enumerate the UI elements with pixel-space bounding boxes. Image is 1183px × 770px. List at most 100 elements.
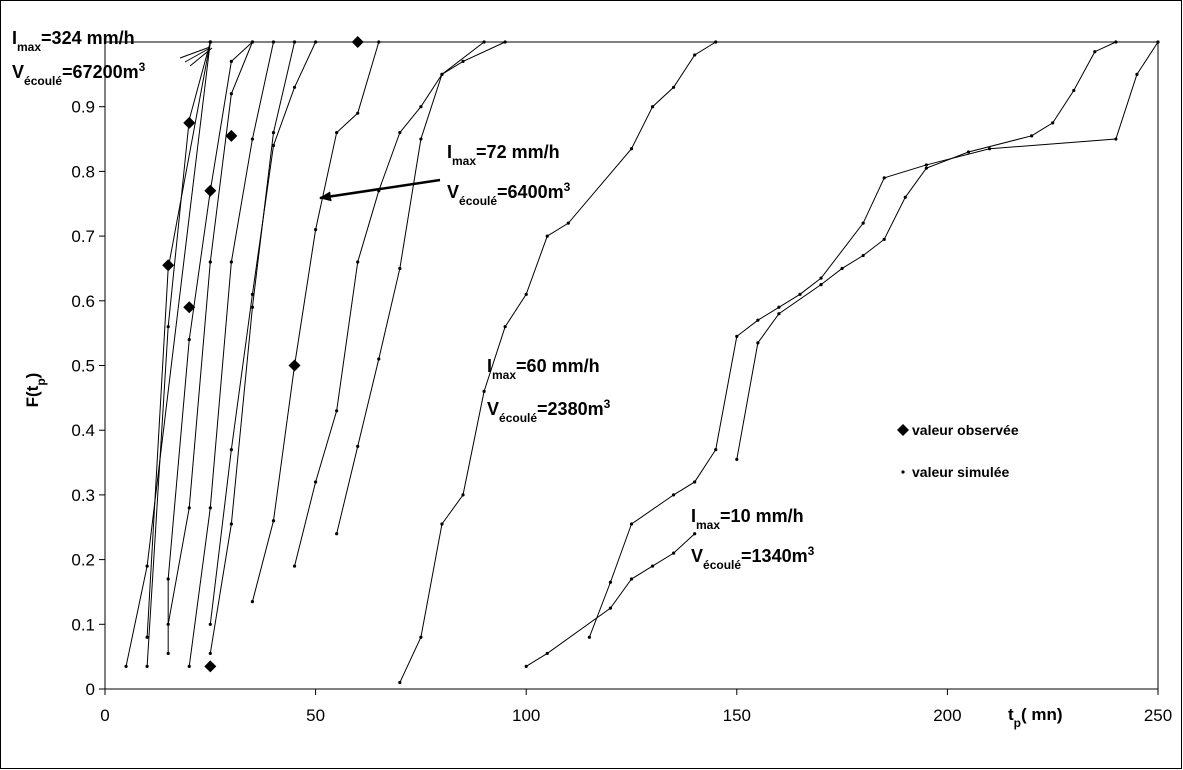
x-tick-label: 250: [1144, 706, 1172, 725]
sim-point: [693, 53, 697, 57]
sim-point: [187, 664, 191, 668]
rich-text: Imax=324 mm/h: [12, 28, 135, 54]
sim-point: [672, 551, 676, 555]
text-part: =72 mm/h: [476, 142, 560, 162]
sim-point: [608, 606, 613, 610]
sim-point: [650, 564, 655, 568]
text-part: max: [492, 368, 516, 382]
sim-point: [819, 283, 823, 287]
sim-point: [250, 40, 255, 44]
y-tick-label: 0.5: [71, 357, 95, 376]
sim-point: [398, 130, 402, 135]
text-part: =67200m: [62, 62, 139, 82]
rich-text: Imax=10 mm/h: [691, 506, 804, 532]
sim-point: [292, 85, 297, 89]
sim-point: [587, 635, 591, 639]
sim-point: [672, 85, 676, 89]
text-part: I: [447, 142, 452, 162]
rich-text: F(tp): [23, 373, 48, 408]
sim-point: [166, 651, 170, 656]
text-part: max: [696, 518, 720, 532]
rich-text: Vécoulé=67200m3: [12, 60, 146, 88]
y-tick-label: 0.4: [71, 421, 95, 440]
sim-point: [356, 260, 360, 264]
sim-point: [292, 363, 297, 368]
sim-point: [145, 564, 149, 568]
sim-point: [840, 266, 844, 271]
sim-point: [861, 253, 865, 258]
x-tick-label: 100: [512, 706, 540, 725]
text-part: =2380m: [537, 399, 604, 419]
legend-marker: [897, 424, 909, 436]
rich-text: Vécoulé=6400m3: [447, 180, 571, 208]
sim-point: [124, 664, 128, 668]
rich-text: Imax=60 mm/h: [487, 356, 600, 382]
sim-point: [440, 72, 444, 76]
sim-point: [461, 493, 465, 497]
sim-point: [861, 221, 865, 225]
sim-point: [608, 580, 613, 584]
sim-point: [566, 221, 570, 225]
sim-point: [208, 622, 212, 626]
sim-point: [629, 522, 634, 526]
sim-point: [419, 105, 423, 109]
sim-point: [398, 680, 402, 685]
text-part: p: [1014, 716, 1021, 730]
text-part: 3: [564, 180, 571, 194]
sim-line: [399, 41, 717, 683]
sim-point: [229, 59, 233, 64]
y-tick-label: 0.2: [71, 551, 95, 570]
sim-point: [1114, 137, 1118, 141]
rich-text: tp( mn): [1008, 705, 1063, 730]
x-tick-label: 200: [933, 706, 961, 725]
sim-point: [208, 506, 212, 510]
text-part: ( mn): [1021, 705, 1063, 724]
text-part: V: [447, 182, 459, 202]
arrow: [319, 178, 441, 202]
text-part: écoulé: [499, 411, 537, 425]
text-part: écoulé: [24, 74, 62, 88]
sim-point: [314, 40, 318, 44]
sim-point: [250, 305, 255, 309]
sim-point: [1072, 88, 1076, 93]
text-part: 3: [604, 397, 611, 411]
sim-point: [693, 480, 697, 484]
sim-point: [250, 137, 255, 141]
text-part: I: [691, 506, 696, 526]
sim-line: [209, 41, 317, 625]
sim-point: [187, 118, 191, 122]
sim-point: [208, 40, 212, 44]
sim-point: [882, 237, 886, 241]
sim-line: [294, 41, 506, 567]
sim-point: [271, 40, 276, 44]
sim-point: [1093, 50, 1097, 54]
sim-point: [545, 234, 549, 238]
sim-point: [714, 448, 718, 452]
sim-point: [987, 147, 992, 151]
sim-point: [1051, 121, 1055, 125]
sim-point: [208, 260, 212, 264]
sim-point: [482, 389, 486, 393]
text-part: =60 mm/h: [516, 356, 600, 376]
sim-point: [250, 292, 255, 296]
sim-point: [756, 341, 760, 345]
text-part: F(t: [23, 385, 42, 407]
y-tick-label: 0.7: [71, 227, 95, 246]
sim-point: [208, 189, 212, 193]
sim-point: [145, 664, 149, 668]
sim-point: [777, 312, 781, 316]
sim-point: [335, 130, 339, 135]
sim-point: [187, 506, 191, 510]
sim-point: [250, 600, 255, 604]
y-tick-label: 0.8: [71, 162, 95, 181]
legend-marker: [901, 470, 905, 474]
sim-point: [229, 522, 233, 526]
sim-point: [419, 137, 423, 141]
text-part: ): [23, 373, 42, 379]
sim-point: [335, 532, 339, 536]
y-tick-label: 0.1: [71, 615, 95, 634]
sim-point: [377, 40, 381, 44]
sim-point: [377, 357, 381, 361]
sim-point: [229, 92, 233, 96]
sim-point: [166, 325, 170, 329]
